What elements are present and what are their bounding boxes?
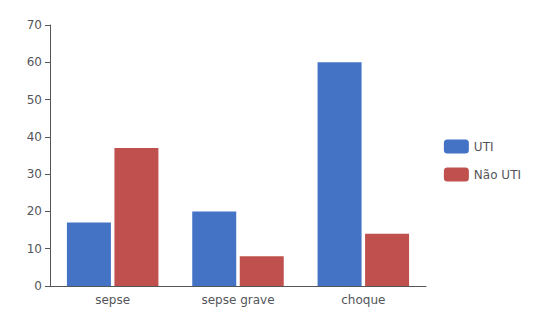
svg-text:30: 30 (27, 167, 42, 181)
svg-text:20: 20 (27, 204, 42, 218)
svg-text:Não UTI: Não UTI (474, 168, 521, 182)
svg-text:50: 50 (27, 93, 42, 107)
svg-text:choque: choque (341, 293, 385, 307)
svg-text:60: 60 (27, 55, 42, 69)
svg-text:sepse: sepse (95, 293, 130, 307)
svg-text:40: 40 (27, 130, 42, 144)
svg-text:sepse grave: sepse grave (201, 293, 274, 307)
svg-text:70: 70 (27, 18, 42, 32)
svg-text:10: 10 (27, 242, 42, 256)
svg-text:0: 0 (34, 279, 42, 293)
svg-text:UTI: UTI (474, 140, 494, 154)
